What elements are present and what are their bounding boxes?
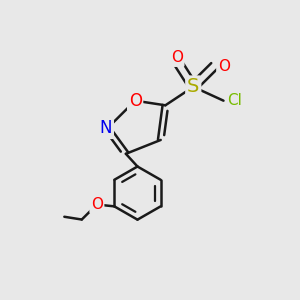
Text: O: O: [218, 58, 230, 74]
Text: O: O: [129, 92, 142, 110]
Text: N: N: [100, 119, 112, 137]
Text: O: O: [171, 50, 183, 65]
Text: Cl: Cl: [227, 93, 242, 108]
Text: S: S: [187, 77, 200, 96]
Text: O: O: [91, 197, 103, 212]
